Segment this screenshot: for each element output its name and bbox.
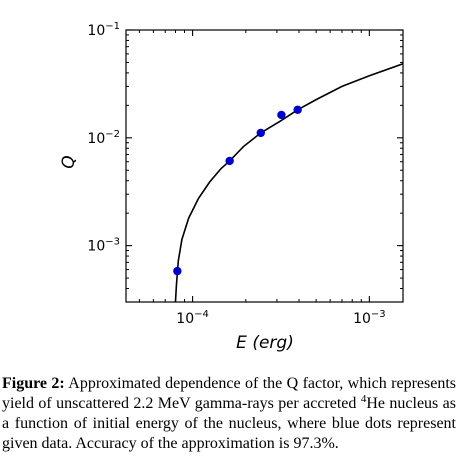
approximation-curve [174, 63, 403, 302]
x-tick-label: 10−4 [176, 309, 209, 327]
caption-text-1: Approximated dependence of the Q factor,… [2, 375, 457, 412]
data-point [256, 128, 265, 138]
y-tick-label: 10−1 [87, 21, 120, 39]
x-axis-ticks: 10−4 10−3 [138, 30, 386, 327]
caption-label: Figure 2: [2, 375, 65, 392]
y-axis-ticks: 10−3 10−2 10−1 [87, 21, 403, 303]
y-tick-label: 10−2 [87, 129, 120, 147]
plot-frame [125, 29, 404, 303]
y-axis-title: Q [59, 155, 79, 168]
data-point [293, 105, 302, 114]
x-tick-label: 10−3 [353, 309, 386, 327]
y-tick-label: 10−3 [87, 237, 120, 255]
data-point [173, 266, 182, 276]
chart: 10−4 10−3 10−3 10−2 10−1 E (erg) Q [59, 21, 404, 353]
figure-caption: Figure 2: Approximated dependence of the… [2, 374, 456, 454]
caption-superscript: 4 [360, 393, 367, 405]
data-point [277, 110, 286, 120]
data-point [225, 156, 234, 166]
plot-area [125, 29, 404, 303]
x-axis-title: E (erg) [236, 333, 294, 353]
caption-text-2: He nucleus as a function of initial ener… [2, 395, 457, 452]
